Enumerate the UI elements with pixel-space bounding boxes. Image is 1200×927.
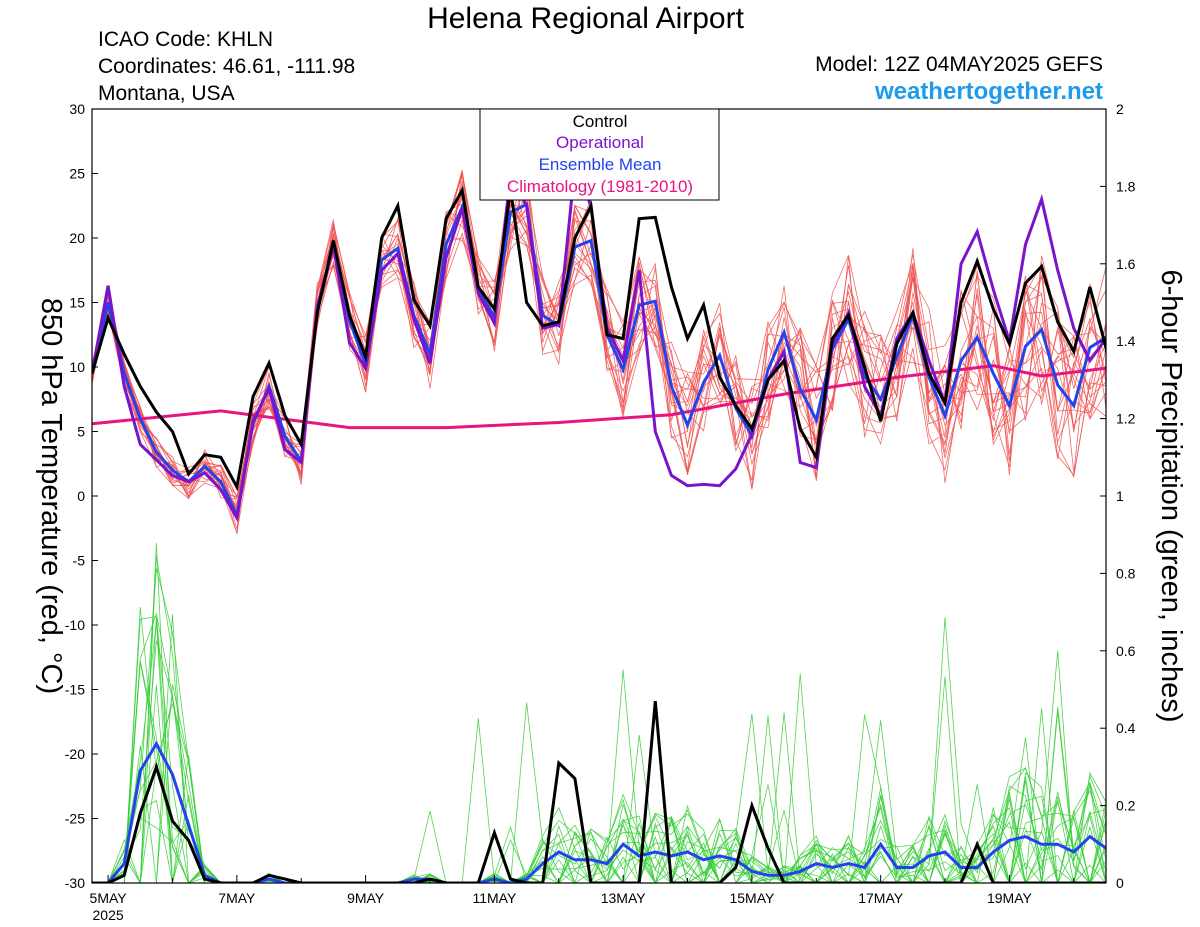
chart-title: Helena Regional Airport [427, 2, 744, 35]
precip-member-line [92, 676, 1106, 883]
y-left-tick-label: 20 [69, 230, 85, 246]
legend-operational: Operational [556, 133, 644, 152]
y-right-tick-label: 1.2 [1116, 411, 1136, 427]
y-right-tick-label: 0.2 [1116, 798, 1136, 814]
model-run: Model: 12Z 04MAY2025 GEFS [815, 53, 1103, 76]
y-axis-left-label: 850 hPa Temperature (red, °C) [35, 298, 67, 694]
region: Montana, USA [98, 82, 235, 105]
y-left-tick-label: 5 [77, 424, 85, 440]
site-link[interactable]: weathertogether.net [874, 78, 1103, 105]
precip-member-line [92, 640, 1106, 883]
y-right-tick-label: 1.6 [1116, 256, 1136, 272]
legend: Control Operational Ensemble Mean Climat… [479, 108, 720, 201]
temp-operational-line [92, 166, 1106, 523]
temp-member-line [92, 175, 1106, 517]
y-left-tick-label: -20 [65, 746, 85, 762]
y-left-tick-label: 15 [69, 295, 85, 311]
y-right-tick-label: 1 [1116, 488, 1124, 504]
x-tick-label: 19MAY [987, 890, 1033, 906]
y-left-tick-label: -5 [73, 553, 86, 569]
x-tick-label: 17MAY [858, 890, 904, 906]
temp-member-line [92, 169, 1106, 510]
x-tick-label: 15MAY [729, 890, 775, 906]
precip-member-line [92, 612, 1106, 883]
y-left-tick-label: -10 [65, 617, 85, 633]
temp-member-line [92, 203, 1106, 521]
axes: 302520151050-5-10-15-20-25-3021.81.61.41… [65, 101, 1136, 923]
coordinates: Coordinates: 46.61, -111.98 [98, 55, 356, 78]
y-right-tick-label: 1.8 [1116, 178, 1136, 194]
precip-member-line [92, 568, 1106, 883]
legend-ensemble-mean: Ensemble Mean [539, 155, 662, 174]
y-right-tick-label: 0.6 [1116, 643, 1136, 659]
x-tick-label: 7MAY [218, 890, 256, 906]
y-right-tick-label: 0.4 [1116, 720, 1136, 736]
x-tick-year-label: 2025 [93, 907, 124, 923]
legend-box [479, 108, 720, 201]
y-left-tick-label: -15 [65, 682, 85, 698]
station-info: ICAO Code: KHLN Coordinates: 46.61, -111… [98, 26, 355, 107]
temp-member-line [92, 173, 1106, 535]
y-left-tick-label: 30 [69, 101, 85, 117]
x-tick-label: 13MAY [601, 890, 647, 906]
model-info: Model: 12Z 04MAY2025 GEFS weathertogethe… [815, 51, 1103, 105]
temp-member-line [92, 168, 1106, 515]
main-series [92, 166, 1106, 883]
legend-climatology: Climatology (1981-2010) [507, 177, 693, 196]
icao-code: ICAO Code: KHLN [98, 28, 274, 51]
precip-member-line [92, 555, 1106, 883]
temp-member-line [92, 195, 1106, 498]
y-right-tick-label: 2 [1116, 101, 1124, 117]
y-left-tick-label: -25 [65, 811, 85, 827]
precip-control-line [92, 700, 1106, 883]
precip-ensemble-members [92, 542, 1106, 883]
y-right-tick-label: 0 [1116, 875, 1124, 891]
y-left-tick-label: 10 [69, 359, 85, 375]
x-tick-label: 5MAY [90, 890, 128, 906]
x-tick-label: 11MAY [472, 890, 516, 906]
y-right-tick-label: 1.4 [1116, 333, 1136, 349]
y-left-tick-label: -30 [65, 875, 85, 891]
legend-control: Control [573, 112, 628, 131]
y-right-tick-label: 0.8 [1116, 565, 1136, 581]
x-tick-label: 9MAY [347, 890, 385, 906]
y-axis-right-label: 6-hour Precipitation (green, inches) [1155, 270, 1187, 723]
y-left-tick-label: 0 [77, 488, 85, 504]
precip-mean-line [92, 740, 1106, 883]
y-left-tick-label: 25 [69, 166, 85, 182]
plot-frame [91, 108, 1107, 884]
temp-control-line [92, 185, 1106, 492]
